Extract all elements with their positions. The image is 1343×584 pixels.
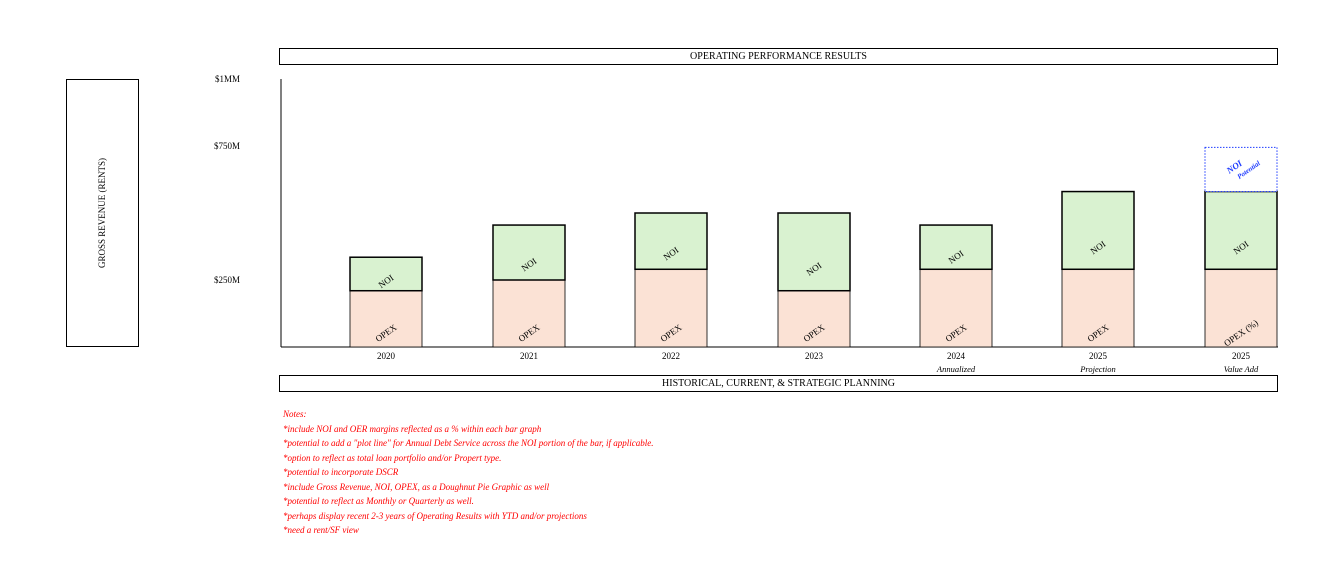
bar-segment-opex <box>919 268 993 348</box>
x-tick-label: 2024 <box>947 351 966 361</box>
bar-segment-opex <box>492 279 566 348</box>
bar-segment-opex <box>1204 268 1278 348</box>
chart-footer: HISTORICAL, CURRENT, & STRATEGIC PLANNIN… <box>662 378 895 389</box>
bar-segment-opex <box>634 268 708 348</box>
note-item: *potential to incorporate DSCR <box>283 467 399 477</box>
note-item: *perhaps display recent 2-3 years of Ope… <box>283 510 587 521</box>
x-tick-label: 2020 <box>377 351 396 361</box>
chart-title-box: OPERATING PERFORMANCE RESULTS <box>279 48 1278 65</box>
y-tick-label: $750M <box>214 141 240 151</box>
bar-segment-opex <box>349 290 423 348</box>
chart-title: OPERATING PERFORMANCE RESULTS <box>690 51 867 62</box>
bar-segment-noi <box>634 212 708 271</box>
notes-heading: Notes: <box>283 409 307 419</box>
x-tick-label: 2022 <box>662 351 680 361</box>
bar-segment-noi <box>1061 190 1135 271</box>
bar-segment-noi <box>1204 190 1278 271</box>
x-tick-sublabel: Projection <box>1079 364 1116 374</box>
x-tick-label: 2025 <box>1232 351 1251 361</box>
note-item: *include Gross Revenue, NOI, OPEX, as a … <box>283 481 550 492</box>
note-item: *potential to reflect as Monthly or Quar… <box>283 496 474 506</box>
x-tick-label: 2021 <box>520 351 538 361</box>
bar-segment-noi <box>777 212 851 292</box>
chart-footer-box: HISTORICAL, CURRENT, & STRATEGIC PLANNIN… <box>279 375 1278 392</box>
bar-segment-opex <box>777 290 851 348</box>
side-label-box <box>66 79 139 347</box>
bar-segment-noi <box>919 224 993 271</box>
bar-segment-noi-potential <box>1204 146 1278 193</box>
x-tick-label: 2023 <box>805 351 824 361</box>
note-item: *potential to add a "plot line" for Annu… <box>283 438 654 448</box>
x-tick-sublabel: Value Add <box>1224 364 1259 374</box>
bar-segment-noi <box>492 224 566 281</box>
x-tick-sublabel: Annualized <box>936 364 976 374</box>
y-tick-label: $250M <box>214 275 240 285</box>
bar-segment-noi <box>349 256 423 292</box>
note-item: *option to reflect as total loan portfol… <box>283 452 502 463</box>
note-item: *need a rent/SF view <box>283 525 359 535</box>
bar-segment-opex <box>1061 268 1135 348</box>
y-tick-label: $1MM <box>215 74 240 84</box>
notes-block: Notes: *include NOI and OER margins refl… <box>283 407 654 538</box>
note-item: *include NOI and OER margins reflected a… <box>283 423 542 434</box>
x-tick-label: 2025 <box>1089 351 1108 361</box>
